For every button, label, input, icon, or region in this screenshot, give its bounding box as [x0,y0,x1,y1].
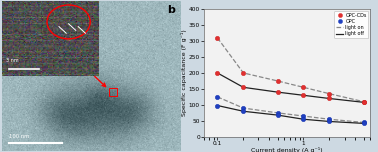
Y-axis label: Specific capacitance (F g⁻¹): Specific capacitance (F g⁻¹) [181,30,187,116]
Text: 100 nm: 100 nm [9,135,29,139]
Text: a: a [5,5,13,15]
Bar [109,88,117,96]
Legend: OPC-CDs, OPC, light on, light off: OPC-CDs, OPC, light on, light off [335,11,369,38]
Text: b: b [167,5,175,15]
X-axis label: Current density (A g⁻¹): Current density (A g⁻¹) [251,147,323,152]
